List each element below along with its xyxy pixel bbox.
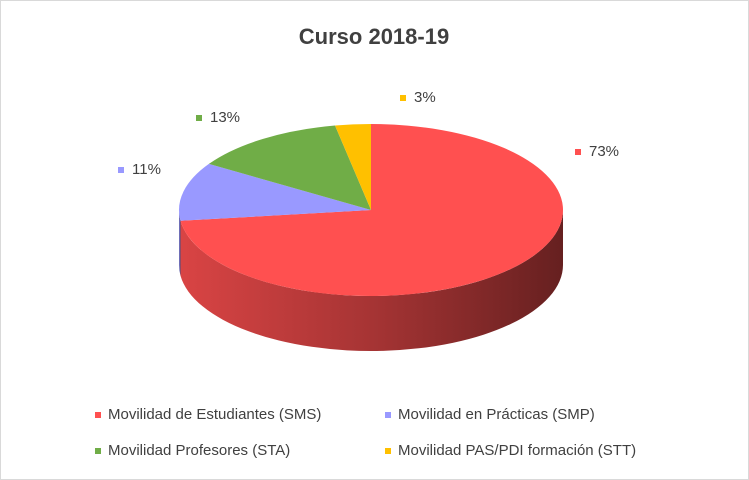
label-swatch: [118, 167, 124, 173]
legend-label: Movilidad Profesores (STA): [108, 442, 290, 459]
slice: [335, 124, 371, 210]
legend-label: Movilidad de Estudiantes (SMS): [108, 406, 321, 423]
slice: [180, 124, 563, 296]
data-label: 11%: [132, 161, 161, 178]
slice-side: [179, 210, 181, 276]
data-label: 13%: [210, 109, 240, 126]
legend-swatch: [385, 412, 391, 418]
label-swatch: [400, 95, 406, 101]
data-label: 3%: [414, 89, 436, 106]
slice-side: [180, 210, 563, 352]
slice: [179, 163, 371, 221]
legend-swatch: [385, 448, 391, 454]
legend-label: Movilidad en Prácticas (SMP): [398, 406, 595, 423]
chart-title: Curso 2018-19: [299, 24, 449, 49]
label-swatch: [575, 149, 581, 155]
legend-label: Movilidad PAS/PDI formación (STT): [398, 442, 636, 459]
label-swatch: [196, 115, 202, 121]
legend-swatch: [95, 448, 101, 454]
slice: [208, 125, 371, 210]
data-label: 73%: [589, 143, 619, 160]
legend-swatch: [95, 412, 101, 418]
